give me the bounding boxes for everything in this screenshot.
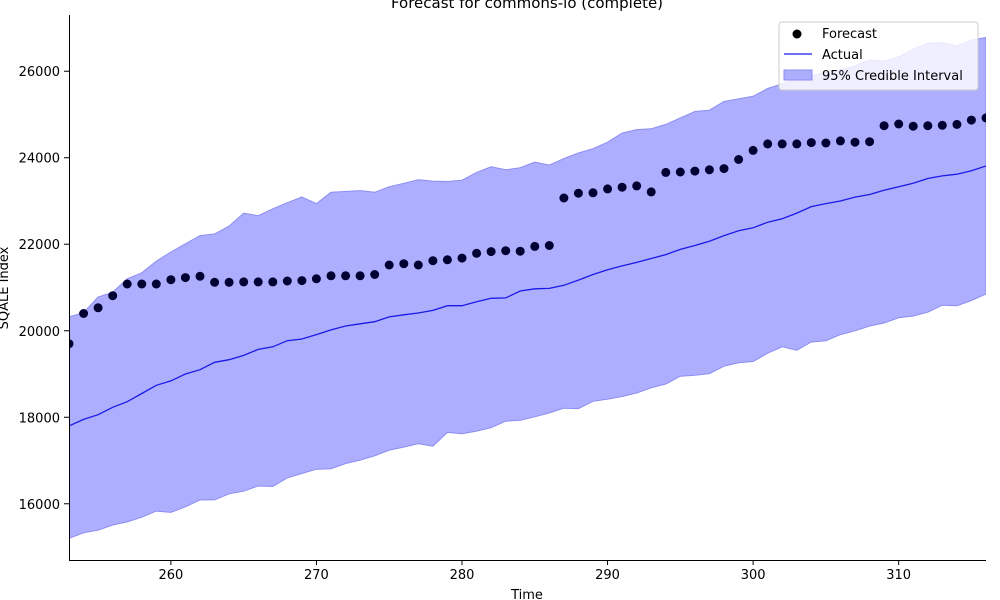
- forecast-point: [486, 247, 496, 257]
- forecast-point: [894, 119, 904, 129]
- x-tick-label: 270: [304, 568, 329, 583]
- x-tick-label: 260: [158, 568, 183, 583]
- y-tick-label: 16000: [19, 498, 60, 513]
- forecast-point: [355, 271, 365, 281]
- forecast-point: [180, 273, 190, 283]
- forecast-point: [384, 260, 394, 270]
- forecast-point: [661, 167, 671, 177]
- y-axis-ticks: 16000 18000 20000 22000 24000 26000: [19, 65, 69, 513]
- x-axis-label: Time: [510, 588, 543, 600]
- credible-interval-layer: [69, 36, 986, 539]
- forecast-point: [603, 184, 613, 194]
- x-tick-label: 290: [595, 568, 620, 583]
- forecast-point: [821, 138, 831, 148]
- forecast-point: [806, 138, 816, 148]
- forecast-point: [166, 275, 176, 285]
- forecast-point: [792, 139, 802, 149]
- forecast-points-layer: [69, 113, 986, 349]
- forecast-point: [195, 271, 205, 281]
- forecast-point: [923, 121, 933, 131]
- forecast-point: [457, 253, 467, 263]
- forecast-point: [326, 271, 336, 281]
- y-tick-label: 20000: [19, 325, 60, 340]
- x-tick-label: 300: [741, 568, 766, 583]
- legend: Forecast Actual 95% Credible Interval: [778, 21, 979, 91]
- forecast-point: [268, 277, 278, 287]
- forecast-point: [865, 137, 875, 147]
- forecast-point: [559, 193, 569, 203]
- forecast-point: [442, 255, 452, 265]
- forecast-point: [311, 274, 321, 284]
- forecast-point: [472, 248, 482, 258]
- legend-actual-label: Actual: [822, 48, 863, 63]
- forecast-point: [937, 120, 947, 130]
- forecast-point: [617, 182, 627, 192]
- forecast-point: [530, 241, 540, 251]
- actual-line-layer: [69, 165, 986, 427]
- forecast-point: [399, 259, 409, 269]
- forecast-point: [122, 279, 132, 289]
- chart-title: Forecast for commons-io (complete): [391, 0, 663, 12]
- legend-box: [778, 21, 979, 91]
- forecast-point: [282, 276, 292, 286]
- forecast-point: [777, 139, 787, 149]
- forecast-point: [763, 139, 773, 149]
- forecast-point: [588, 188, 598, 198]
- forecast-point: [704, 165, 714, 175]
- legend-interval-label: 95% Credible Interval: [822, 69, 963, 84]
- forecast-point: [79, 309, 89, 318]
- forecast-point: [690, 166, 700, 176]
- x-tick-label: 310: [886, 568, 911, 583]
- y-tick-label: 18000: [19, 411, 60, 426]
- forecast-point: [850, 137, 860, 147]
- forecast-point: [370, 270, 380, 279]
- forecast-point: [675, 167, 685, 177]
- forecast-point: [69, 339, 74, 349]
- legend-interval-patch: [783, 69, 813, 81]
- y-tick-label: 26000: [19, 65, 60, 80]
- forecast-point: [224, 277, 234, 287]
- forecast-point: [908, 121, 918, 131]
- forecast-point: [413, 260, 423, 270]
- legend-forecast-marker: [792, 29, 802, 39]
- forecast-point: [239, 277, 249, 287]
- credible-interval-band: [69, 36, 986, 539]
- forecast-point: [297, 276, 307, 286]
- forecast-point: [734, 155, 744, 164]
- forecast-point: [835, 136, 845, 146]
- forecast-point: [748, 145, 758, 155]
- forecast-point: [210, 277, 220, 287]
- forecast-point: [573, 188, 583, 198]
- forecast-point: [93, 303, 103, 313]
- legend-forecast-label: Forecast: [822, 27, 877, 42]
- forecast-point: [137, 279, 147, 289]
- forecast-point: [632, 181, 642, 191]
- actual-line: [69, 165, 986, 427]
- forecast-point: [879, 121, 889, 131]
- forecast-point: [108, 291, 118, 301]
- forecast-point: [253, 277, 263, 287]
- y-tick-label: 22000: [19, 238, 60, 253]
- forecast-point: [501, 246, 511, 256]
- forecast-point: [428, 256, 438, 266]
- forecast-point: [719, 164, 729, 174]
- x-axis-ticks: 260 270 280 290 300 310: [158, 560, 911, 583]
- x-tick-label: 280: [450, 568, 475, 583]
- y-tick-label: 24000: [19, 152, 60, 167]
- forecast-point: [981, 113, 986, 123]
- forecast-point: [544, 241, 554, 250]
- forecast-point: [151, 279, 161, 289]
- forecast-point: [966, 115, 976, 125]
- forecast-point: [646, 187, 656, 197]
- y-axis-label: SQALE Index: [0, 246, 12, 329]
- forecast-point: [515, 246, 525, 256]
- forecast-point: [952, 119, 962, 129]
- forecast-point: [341, 271, 351, 281]
